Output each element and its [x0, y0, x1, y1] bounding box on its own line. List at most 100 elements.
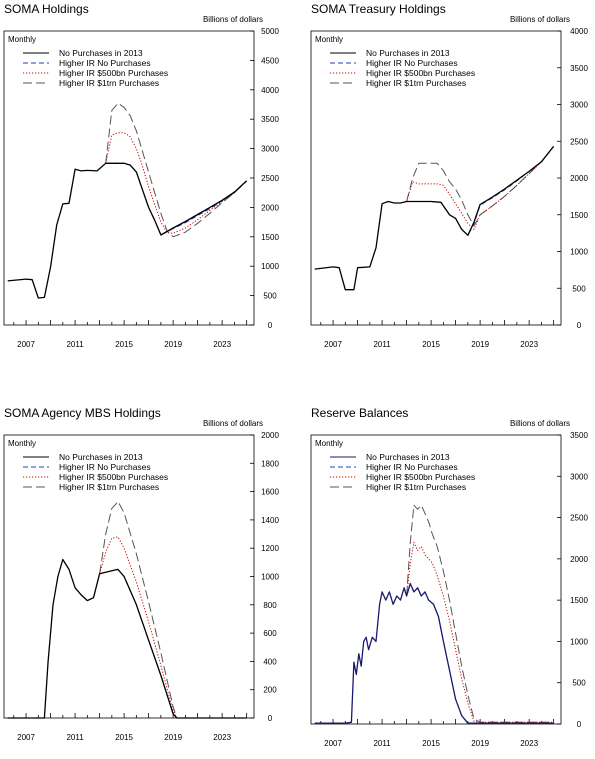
- y-tick-label: 3000: [570, 101, 588, 110]
- y-tick-label: 2500: [570, 514, 588, 523]
- y-tick-label: 1600: [261, 488, 279, 497]
- chart-title: SOMA Treasury Holdings: [311, 2, 446, 16]
- legend-label: Higher IR $500bn Purchases: [59, 472, 168, 482]
- x-tick-label: 2011: [66, 340, 84, 349]
- series-line-2: [99, 568, 178, 719]
- chart-title: SOMA Agency MBS Holdings: [4, 406, 161, 420]
- series-line-4: [406, 146, 554, 227]
- chart-title: Reserve Balances: [311, 406, 408, 420]
- y-tick-label: 600: [263, 629, 277, 638]
- x-tick-label: 2023: [520, 739, 538, 748]
- unit-label: Billions of dollars: [203, 15, 263, 24]
- y-tick-label: 2500: [261, 174, 279, 183]
- series-line-1: [314, 145, 555, 291]
- unit-label: Billions of dollars: [203, 419, 263, 428]
- y-tick-label: 3000: [261, 145, 279, 154]
- y-tick-label: 5000: [261, 27, 279, 36]
- legend-label: Higher IR No Purchases: [366, 462, 458, 472]
- frequency-label: Monthly: [315, 439, 343, 448]
- x-tick-label: 2015: [422, 340, 440, 349]
- y-tick-label: 3000: [570, 472, 588, 481]
- series-line-4: [99, 501, 178, 719]
- legend-label: Higher IR $500bn Purchases: [366, 68, 475, 78]
- legend-label: No Purchases in 2013: [59, 452, 143, 462]
- frequency-label: Monthly: [8, 35, 36, 44]
- unit-label: Billions of dollars: [510, 419, 570, 428]
- legend-label: Higher IR $500bn Purchases: [59, 68, 168, 78]
- y-tick-label: 0: [268, 321, 273, 330]
- y-tick-label: 2000: [570, 555, 588, 564]
- x-tick-label: 2019: [164, 340, 182, 349]
- chart-panel-soma-holdings: SOMA Holdings Billions of dollars Monthly 0…: [3, 2, 279, 349]
- y-tick-label: 1400: [261, 516, 279, 525]
- y-tick-label: 500: [572, 679, 586, 688]
- series-line-3: [406, 541, 554, 723]
- x-tick-label: 2019: [471, 739, 489, 748]
- x-tick-label: 2011: [373, 340, 391, 349]
- x-tick-label: 2011: [373, 739, 391, 748]
- unit-label: Billions of dollars: [510, 15, 570, 24]
- series-line-2: [406, 583, 554, 724]
- y-tick-label: 500: [572, 284, 586, 293]
- y-tick-label: 3500: [261, 115, 279, 124]
- chart-panel-soma-treasury: SOMA Treasury Holdings Billions of dollar…: [310, 2, 588, 349]
- y-tick-label: 1500: [261, 233, 279, 242]
- frequency-label: Monthly: [8, 439, 36, 448]
- legend-label: Higher IR $1trn Purchases: [366, 482, 466, 492]
- y-tick-label: 0: [268, 714, 273, 723]
- legend-label: Higher IR No Purchases: [59, 58, 151, 68]
- chart-panel-reserve-balances: Reserve Balances Billions of dollars Month…: [310, 406, 588, 748]
- legend-label: Higher IR No Purchases: [59, 462, 151, 472]
- y-tick-label: 3500: [570, 431, 588, 440]
- frequency-label: Monthly: [315, 35, 343, 44]
- legend-label: No Purchases in 2013: [59, 48, 143, 58]
- y-tick-label: 500: [263, 292, 277, 301]
- x-tick-label: 2007: [17, 733, 35, 742]
- legend-label: Higher IR No Purchases: [366, 58, 458, 68]
- x-tick-label: 2011: [66, 733, 84, 742]
- y-tick-label: 2000: [570, 174, 588, 183]
- series-line-4: [105, 102, 247, 238]
- plot-frame: [310, 434, 562, 725]
- y-tick-label: 1800: [261, 459, 279, 468]
- legend-label: Higher IR $500bn Purchases: [366, 472, 475, 482]
- y-tick-label: 0: [577, 720, 582, 729]
- x-tick-label: 2007: [17, 340, 35, 349]
- x-tick-label: 2015: [422, 739, 440, 748]
- y-tick-label: 1500: [570, 596, 588, 605]
- y-tick-label: 1000: [261, 573, 279, 582]
- x-tick-label: 2007: [324, 340, 342, 349]
- x-tick-label: 2019: [471, 340, 489, 349]
- y-tick-label: 1200: [261, 544, 279, 553]
- series-line-3: [105, 132, 247, 234]
- y-tick-label: 200: [263, 686, 277, 695]
- x-tick-label: 2023: [213, 340, 231, 349]
- chart-title: SOMA Holdings: [4, 2, 89, 16]
- series-line-4: [406, 504, 554, 723]
- y-tick-label: 1000: [570, 248, 588, 257]
- legend-label: Higher IR $1trn Purchases: [366, 78, 466, 88]
- series-line-3: [406, 146, 554, 230]
- y-tick-label: 0: [577, 321, 582, 330]
- x-tick-label: 2023: [520, 340, 538, 349]
- y-tick-label: 800: [263, 601, 277, 610]
- y-tick-label: 1500: [570, 211, 588, 220]
- x-tick-label: 2007: [324, 739, 342, 748]
- series-line-1: [7, 162, 248, 299]
- x-tick-label: 2015: [115, 733, 133, 742]
- y-tick-label: 4000: [570, 27, 588, 36]
- legend-label: Higher IR $1trn Purchases: [59, 482, 159, 492]
- y-tick-label: 4500: [261, 56, 279, 65]
- x-tick-label: 2019: [164, 733, 182, 742]
- series-line-1: [314, 582, 554, 724]
- y-tick-label: 4000: [261, 86, 279, 95]
- y-tick-label: 2000: [261, 203, 279, 212]
- y-tick-label: 2500: [570, 137, 588, 146]
- legend-label: Higher IR $1trn Purchases: [59, 78, 159, 88]
- legend-label: No Purchases in 2013: [366, 48, 450, 58]
- series-line-2: [406, 146, 554, 236]
- x-tick-label: 2015: [115, 340, 133, 349]
- x-tick-label: 2023: [213, 733, 231, 742]
